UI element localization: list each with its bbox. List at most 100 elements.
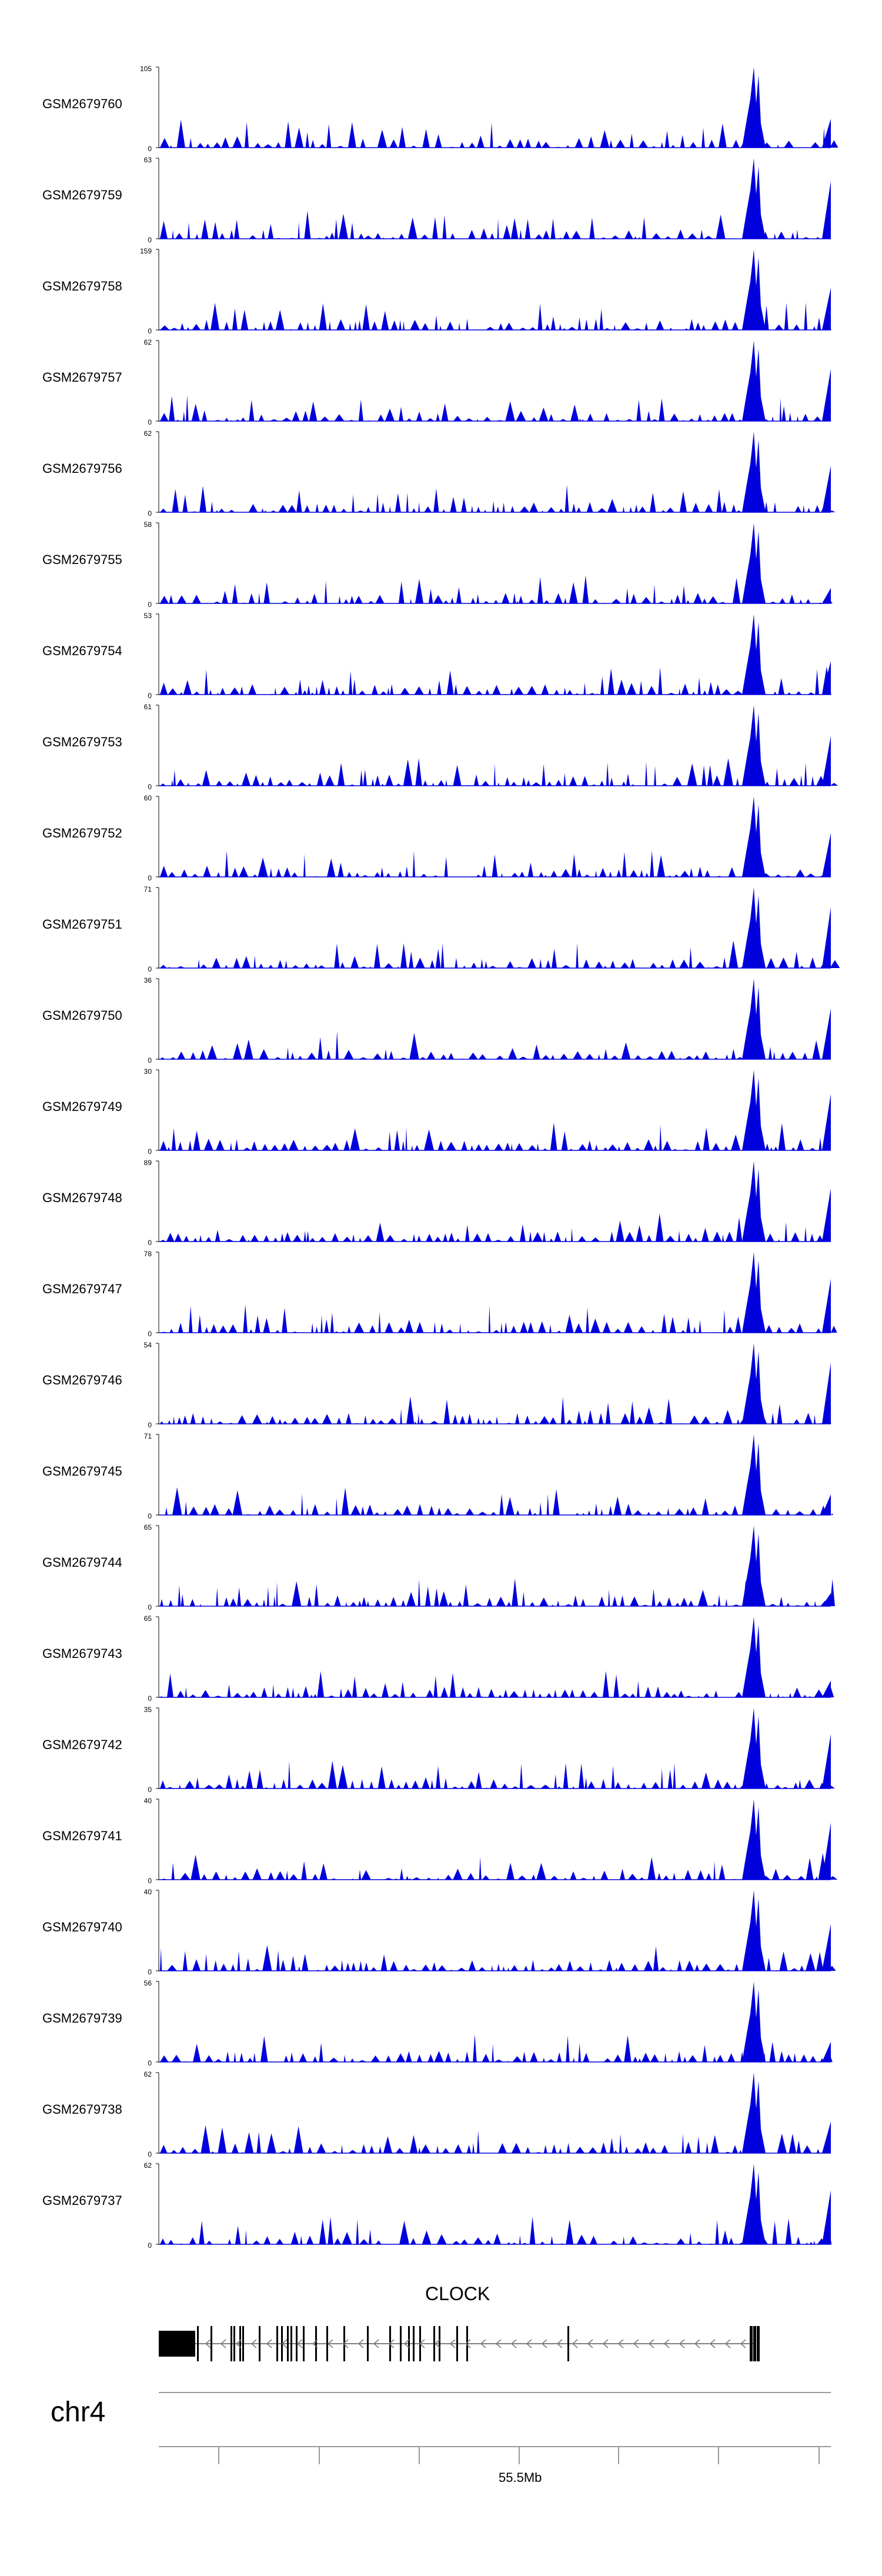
track-GSM2679752: GSM2679752 60 0 <box>0 793 882 884</box>
y-min-label: 0 <box>148 1877 152 1885</box>
coverage-edge <box>822 1363 831 1424</box>
strand-arrow <box>266 2339 272 2348</box>
coverage-peak <box>742 1434 766 1515</box>
track-GSM2679757: GSM2679757 62 0 <box>0 337 882 428</box>
coverage-area <box>159 1945 836 1971</box>
strand-arrow <box>709 2339 716 2348</box>
y-max-label: 62 <box>143 2070 152 2078</box>
y-min-label: 0 <box>148 692 152 700</box>
axis-tick-label: 55.5Mb <box>499 2470 542 2485</box>
gene-exon <box>239 2326 241 2361</box>
y-max-label: 36 <box>143 976 152 985</box>
coverage-area <box>159 1122 831 1150</box>
strand-arrow <box>694 2339 700 2348</box>
coverage-area <box>159 1487 834 1515</box>
strand-arrow <box>403 2339 410 2348</box>
strand-arrow <box>312 2339 318 2348</box>
strand-arrow <box>556 2339 563 2348</box>
track-label: GSM2679744 <box>42 1555 122 1570</box>
y-min-label: 0 <box>148 418 152 426</box>
y-max-label: 71 <box>143 1432 152 1440</box>
gene-name-label: CLOCK <box>425 2283 490 2304</box>
track-GSM2679749: GSM2679749 30 0 <box>0 1066 882 1157</box>
y-min-label: 0 <box>148 874 152 882</box>
y-max-label: 53 <box>143 612 152 620</box>
strand-arrow <box>572 2339 578 2348</box>
y-min-label: 0 <box>148 1147 152 1156</box>
track-plot <box>156 705 838 786</box>
y-max-label: 105 <box>139 65 152 73</box>
track-GSM2679739: GSM2679739 56 0 <box>0 1978 882 2069</box>
strand-arrow <box>679 2339 685 2348</box>
gene-exon <box>389 2326 391 2361</box>
strand-arrow <box>724 2339 731 2348</box>
y-max-label: 65 <box>143 1523 152 1531</box>
track-plot <box>156 1525 835 1607</box>
strand-arrow <box>480 2339 486 2348</box>
track-label: GSM2679741 <box>42 1828 122 1843</box>
coverage-edge <box>822 588 831 603</box>
coverage-peak <box>742 1343 766 1424</box>
y-min-label: 0 <box>148 1056 152 1065</box>
track-plot <box>156 796 831 877</box>
strand-arrow <box>296 2339 303 2348</box>
track-plot <box>156 1069 831 1151</box>
track-label: GSM2679753 <box>42 735 122 749</box>
y-min-label: 0 <box>148 327 152 335</box>
coverage-area <box>159 758 838 786</box>
coverage-edge <box>822 465 831 512</box>
track-label: GSM2679751 <box>42 917 122 932</box>
coverage-area <box>159 2125 831 2153</box>
gene-exon <box>315 2326 317 2361</box>
strand-arrow <box>281 2339 288 2348</box>
coverage-peak <box>742 1161 766 1242</box>
coverage-area <box>159 1671 834 1697</box>
track-plot <box>156 1890 836 1971</box>
strand-arrow <box>220 2339 226 2348</box>
track-GSM2679745: GSM2679745 71 0 <box>0 1431 882 1522</box>
track-GSM2679759: GSM2679759 63 0 <box>0 155 882 246</box>
y-min-label: 0 <box>148 2059 152 2067</box>
gene-exon <box>757 2326 760 2361</box>
coverage-peak <box>742 1070 766 1150</box>
coverage-edge <box>822 2041 831 2062</box>
coverage-edge <box>822 1494 831 1515</box>
gene-exon <box>211 2326 212 2361</box>
coverage-peak <box>742 2073 766 2153</box>
y-min-label: 0 <box>148 1968 152 1976</box>
track-GSM2679750: GSM2679750 36 0 <box>0 975 882 1066</box>
gene-model <box>159 2326 760 2361</box>
gene-utr-block <box>159 2331 195 2357</box>
track-plot <box>156 431 836 513</box>
track-plot <box>156 1252 837 1333</box>
strand-arrow <box>388 2339 395 2348</box>
strand-arrow <box>633 2339 639 2348</box>
track-GSM2679754: GSM2679754 53 0 <box>0 610 882 702</box>
track-label: GSM2679756 <box>42 461 122 476</box>
gene-exon <box>753 2326 756 2361</box>
coverage-edge <box>822 288 831 330</box>
coverage-area <box>159 2217 832 2244</box>
strand-arrow <box>617 2339 624 2348</box>
gene-exon <box>296 2326 298 2361</box>
genome-axis <box>159 2392 831 2464</box>
coverage-peak <box>742 1526 766 1606</box>
y-max-label: 71 <box>143 885 152 893</box>
coverage-peak <box>742 1799 766 1880</box>
coverage-area <box>159 119 838 148</box>
gene-exon <box>456 2326 458 2361</box>
track-label: GSM2679747 <box>42 1282 122 1296</box>
coverage-peak <box>742 1981 766 2062</box>
coverage-peak <box>742 67 766 148</box>
strand-arrow <box>327 2339 333 2348</box>
coverage-peak <box>742 523 766 603</box>
track-label: GSM2679754 <box>42 643 122 658</box>
coverage-area <box>159 940 840 968</box>
track-GSM2679742: GSM2679742 35 0 <box>0 1704 882 1796</box>
y-min-label: 0 <box>148 1512 152 1520</box>
y-max-label: 62 <box>143 338 152 346</box>
gene-exon <box>367 2326 369 2361</box>
coverage-edge <box>822 1680 831 1697</box>
strand-arrow <box>449 2339 456 2348</box>
coverage-edge <box>822 1188 831 1242</box>
